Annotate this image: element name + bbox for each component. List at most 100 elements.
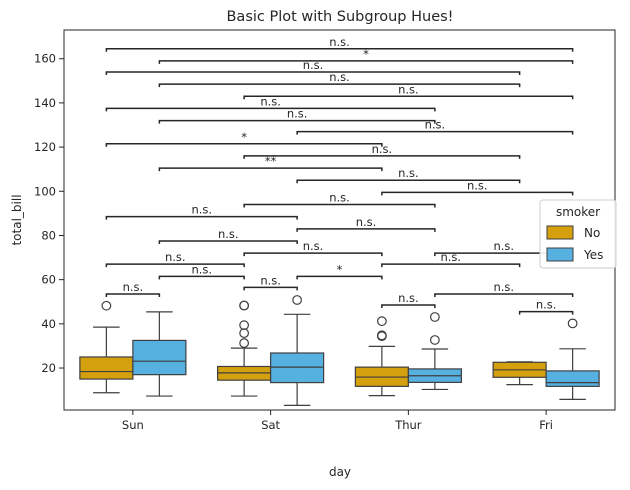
significance-bracket: n.s. [158, 70, 521, 88]
significance-bracket: n.s. [296, 166, 521, 184]
bracket-line [158, 60, 574, 64]
x-tick-label: Sat [261, 418, 280, 432]
significance-label: * [241, 130, 247, 144]
significance-bracket: n.s. [243, 142, 521, 159]
legend-entry-label: No [584, 226, 600, 240]
significance-label: n.s. [329, 191, 350, 205]
significance-bracket: n.s. [105, 280, 161, 298]
bracket-line [296, 179, 521, 184]
bracket-line [105, 293, 161, 298]
box-thur-yes [407, 312, 462, 391]
significance-label: n.s. [536, 298, 557, 312]
box-body [545, 370, 600, 387]
significance-label: n.s. [303, 239, 324, 253]
bracket-line [518, 310, 574, 315]
bracket-line [158, 240, 298, 244]
significance-label: n.s. [260, 273, 281, 287]
significance-bracket: n.s. [381, 178, 574, 196]
bracket-line [434, 293, 574, 298]
legend-swatch [546, 247, 574, 262]
bracket-line [381, 263, 521, 268]
box-thur-no [354, 316, 409, 397]
bracket-line [105, 48, 574, 52]
significance-annotations: n.s. n.s. n.s. n.s. n.s. n.s. * n.s. n.s. n.s. n.s… [105, 35, 574, 315]
y-tick-label: 120 [34, 140, 56, 154]
significance-bracket: n.s. [243, 273, 298, 291]
significance-bracket: n.s. [158, 262, 245, 280]
significance-label: n.s. [303, 58, 324, 72]
significance-bracket: n.s. [158, 227, 298, 244]
outlier-point [429, 312, 440, 322]
y-tick-label: 140 [34, 96, 56, 110]
significance-label: n.s. [425, 118, 446, 132]
significance-bracket: n.s. [434, 280, 574, 298]
significance-bracket: ** [158, 154, 383, 172]
bracket-line [105, 143, 383, 147]
bracket-line [381, 191, 574, 196]
bracket-line [296, 130, 574, 135]
y-tick-label: 100 [34, 184, 56, 198]
bracket-line [296, 275, 383, 280]
box-groups [79, 295, 600, 406]
axes: 20 40 60 80 100 120 140 160 Sun Sat Thur Fri [34, 29, 616, 432]
significance-label: n.s. [329, 70, 350, 84]
outlier-point [239, 320, 250, 331]
significance-label: n.s. [287, 107, 308, 121]
significance-label: * [337, 262, 343, 276]
significance-label: n.s. [165, 250, 186, 264]
significance-label: n.s. [398, 166, 419, 180]
box-body [270, 352, 325, 384]
outlier-point [239, 328, 250, 339]
box-sun-no [79, 300, 134, 394]
bracket-line [243, 95, 574, 100]
significance-bracket: n.s. [105, 94, 436, 112]
significance-label: n.s. [467, 178, 488, 192]
box-fri-yes [545, 318, 600, 400]
outlier-point [292, 295, 303, 305]
significance-bracket: n.s. [243, 82, 574, 100]
outlier-point [101, 300, 112, 311]
significance-label: n.s. [398, 82, 419, 96]
significance-bracket: n.s. [105, 250, 245, 268]
outlier-point [376, 316, 387, 327]
legend-title: smoker [556, 205, 600, 219]
bracket-line [105, 263, 245, 268]
outlier-point [239, 300, 250, 311]
significance-bracket: * [296, 262, 383, 280]
significance-label: n.s. [123, 280, 144, 294]
box-sun-yes [132, 311, 187, 397]
bracket-line [296, 228, 436, 232]
significance-label: ** [265, 154, 277, 168]
chart-title: Basic Plot with Subgroup Hues! [226, 9, 453, 25]
bracket-line [158, 83, 521, 88]
significance-label: n.s. [260, 94, 281, 108]
outlier-point [429, 335, 440, 345]
significance-bracket: n.s. [105, 203, 298, 220]
bracket-line [243, 252, 383, 257]
bracket-line [243, 203, 436, 208]
bracket-line [105, 107, 436, 112]
bracket-line [243, 286, 298, 291]
significance-label: n.s. [191, 203, 212, 217]
x-tick-label: Thur [394, 418, 422, 432]
bracket-line [158, 167, 383, 172]
x-tick-label: Sun [122, 418, 144, 432]
significance-bracket: n.s. [158, 107, 436, 124]
significance-label: n.s. [398, 291, 419, 305]
y-tick-label: 80 [41, 228, 56, 242]
bracket-line [158, 275, 245, 280]
significance-label: n.s. [329, 35, 350, 49]
bracket-line [381, 304, 436, 309]
box-body [79, 356, 134, 380]
significance-bracket: * [158, 47, 574, 64]
box-fri-no [492, 361, 547, 386]
legend-swatch [546, 225, 574, 240]
outlier-point [567, 318, 578, 329]
bracket-line [105, 215, 298, 220]
bracket-line [158, 119, 436, 124]
significance-bracket: n.s. [381, 291, 436, 309]
box-sat-yes [270, 295, 325, 406]
significance-label: n.s. [493, 280, 514, 294]
bracket-line [243, 155, 521, 159]
